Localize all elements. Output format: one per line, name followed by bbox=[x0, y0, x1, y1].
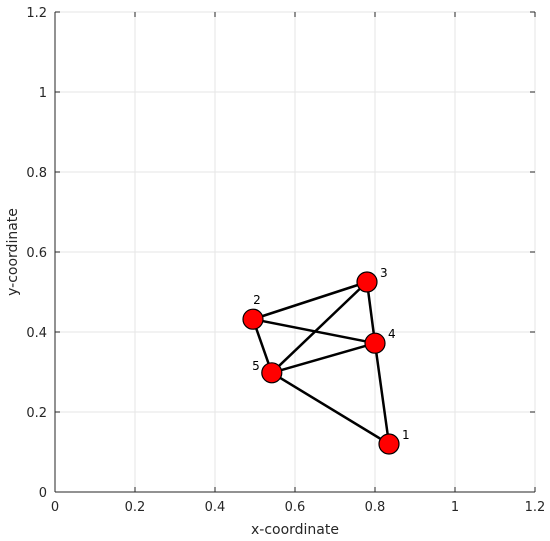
y-tick-label: 0.2 bbox=[26, 406, 47, 421]
axes bbox=[54, 11, 536, 493]
x-tick-label: 0.6 bbox=[285, 500, 306, 515]
node-5 bbox=[261, 362, 283, 384]
y-tick-label: 0.8 bbox=[26, 166, 47, 181]
y-tick-label: 0.6 bbox=[26, 246, 47, 261]
tick-labels: 0 0.2 0.4 0.6 0.8 1 1.2 0 0.2 0.4 0.6 0.8 1 1.2 bbox=[26, 6, 545, 515]
x-tick-label: 0.8 bbox=[365, 500, 386, 515]
node-3 bbox=[356, 271, 378, 293]
y-tick-label: 1 bbox=[39, 86, 47, 101]
x-tick-label: 1.2 bbox=[525, 500, 546, 515]
y-tick-label: 0 bbox=[39, 486, 47, 501]
edge-1-5 bbox=[270, 371, 391, 446]
edge-3-5 bbox=[270, 280, 369, 375]
node-label-2: 2 bbox=[253, 293, 261, 307]
node-label-1: 1 bbox=[402, 428, 410, 442]
node-4 bbox=[364, 332, 386, 354]
node-label-4: 4 bbox=[388, 327, 396, 341]
x-tick-label: 0.4 bbox=[205, 500, 226, 515]
x-tick-label: 1 bbox=[451, 500, 459, 515]
edges bbox=[251, 280, 391, 446]
x-tick-label: 0.2 bbox=[125, 500, 146, 515]
x-axis-label: x-coordinate bbox=[251, 522, 339, 538]
node-1 bbox=[378, 433, 400, 455]
edge-1-4 bbox=[373, 341, 391, 446]
node-label-5: 5 bbox=[252, 359, 260, 373]
edge-2-3 bbox=[251, 280, 369, 321]
y-tick-label: 0.4 bbox=[26, 326, 47, 341]
node-2 bbox=[242, 308, 264, 330]
y-axis-label: y-coordinate bbox=[5, 208, 21, 296]
node-labels: 1 2 3 4 5 bbox=[252, 266, 409, 442]
x-tick-label: 0 bbox=[51, 500, 59, 515]
edge-4-5 bbox=[270, 341, 377, 375]
nodes bbox=[242, 271, 400, 455]
node-label-3: 3 bbox=[380, 266, 388, 280]
y-tick-label: 1.2 bbox=[26, 6, 47, 21]
